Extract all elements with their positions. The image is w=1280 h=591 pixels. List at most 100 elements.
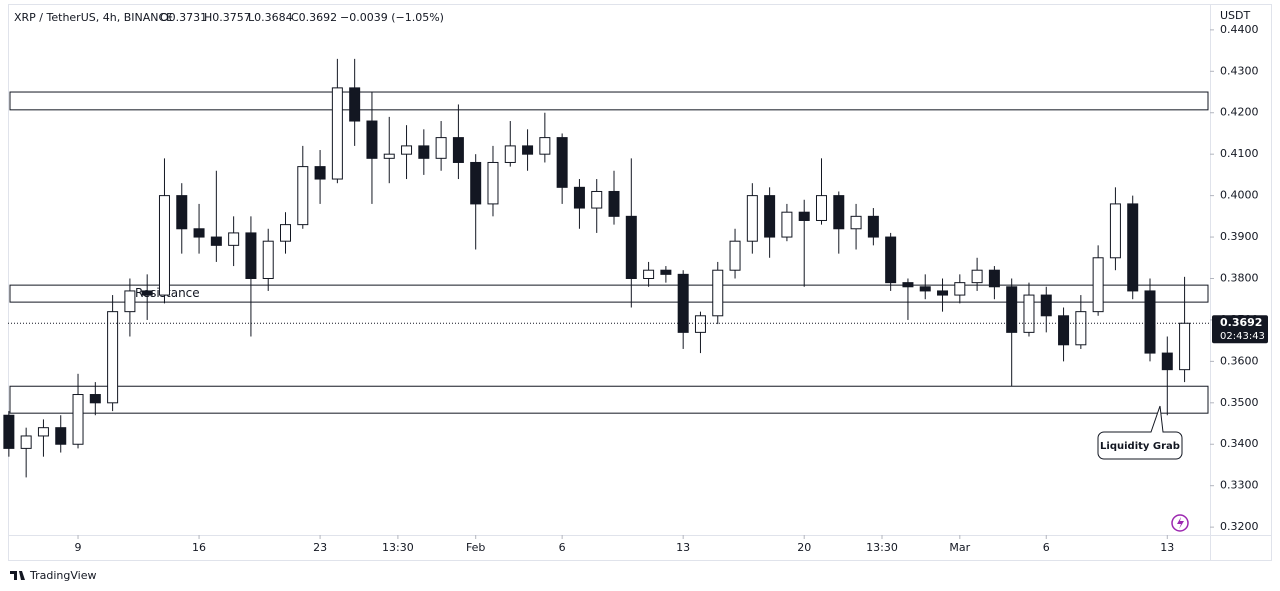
alert-bolt[interactable]	[1177, 517, 1184, 529]
candle-body	[72, 394, 84, 445]
y-tick-label: 0.3900	[1220, 230, 1259, 243]
candle-body	[1058, 315, 1070, 346]
x-tick-label: 13:30	[382, 541, 414, 554]
plot: Resistance	[3, 58, 1210, 478]
candle-body	[954, 282, 966, 296]
candle-body	[677, 273, 689, 333]
candle-body	[729, 240, 741, 271]
header: XRP / TetherUS, 4h, BINANCE O0.3731 H0.3…	[14, 11, 444, 24]
candle-body	[297, 166, 309, 226]
x-tick-label: 6	[559, 541, 566, 554]
y-tick-label: 0.4400	[1220, 23, 1259, 36]
candle-body	[1144, 290, 1156, 354]
candle-body	[1075, 311, 1087, 346]
brand: TradingView	[10, 569, 96, 582]
candle-body	[210, 236, 222, 246]
candle-body	[798, 211, 810, 221]
candle-body	[37, 427, 49, 437]
candle-body	[418, 145, 430, 159]
x-tick-label: 20	[797, 541, 811, 554]
candle-body	[3, 414, 15, 449]
candle-body	[1092, 257, 1104, 313]
y-tick-label: 0.3400	[1220, 437, 1259, 450]
candle-body	[573, 186, 585, 209]
candle-body	[1161, 352, 1173, 371]
candle-body	[694, 315, 706, 333]
candle-body	[487, 161, 499, 205]
alert-circle[interactable]	[1171, 514, 1189, 532]
y-tick-label: 0.3200	[1220, 520, 1259, 533]
candle-body	[158, 195, 170, 296]
y-tick-label: 0.3600	[1220, 354, 1259, 367]
callout-box	[1097, 405, 1183, 460]
y-tick-label: 0.3800	[1220, 271, 1259, 284]
y-tick-label: 0.4300	[1220, 64, 1259, 77]
candle-body	[522, 145, 534, 155]
candle-body	[591, 190, 603, 209]
x-tick-label: 13	[676, 541, 690, 554]
candle-body	[470, 161, 482, 205]
callout-text: Liquidity Grab	[1100, 441, 1180, 452]
brand-name: TradingView	[29, 569, 96, 582]
zone	[9, 91, 1209, 111]
candle-body	[885, 236, 897, 284]
x-tick-label: 6	[1043, 541, 1050, 554]
y-tick-label: 0.3500	[1220, 396, 1259, 409]
candle-body	[850, 215, 862, 230]
x-tick-label: Mar	[949, 541, 970, 554]
candle-body	[1040, 294, 1052, 317]
liquidity-callout: Liquidity Grab	[1097, 405, 1183, 460]
candle-body	[245, 232, 257, 279]
candle-body	[712, 269, 724, 317]
candle-body	[1109, 203, 1121, 259]
candle-body	[1127, 203, 1139, 292]
x-tick-label: Feb	[466, 541, 485, 554]
candle-body	[176, 195, 188, 230]
y-tick-label: 0.4000	[1220, 189, 1259, 202]
x-tick-label: 13	[1160, 541, 1174, 554]
price-unit: USDT	[1220, 9, 1251, 22]
candle-body	[988, 269, 1000, 288]
candle-body	[867, 215, 879, 238]
candle-body	[435, 137, 447, 159]
candle-body	[1023, 294, 1035, 333]
ohlc-low: L0.3684	[248, 11, 293, 24]
candle-body	[1006, 286, 1018, 333]
candle-body	[193, 228, 205, 238]
candle-body	[919, 286, 931, 292]
countdown: 02:43:43	[1220, 331, 1265, 342]
candle-body	[833, 195, 845, 230]
candle-body	[124, 290, 136, 313]
candle-body	[902, 282, 914, 288]
candle-body	[89, 394, 101, 404]
alert-icon[interactable]	[1171, 514, 1189, 532]
candle-body	[764, 195, 776, 238]
y-tick-label: 0.4200	[1220, 106, 1259, 119]
candle-body	[452, 137, 464, 163]
candle-body	[280, 224, 292, 242]
candle-body	[556, 137, 568, 188]
candle-body	[781, 211, 793, 238]
candle-body	[937, 290, 949, 296]
candle-body	[643, 269, 655, 279]
x-tick-label: 13:30	[866, 541, 898, 554]
x-tick-label: 23	[313, 541, 327, 554]
x-tick-label: 16	[192, 541, 206, 554]
symbol-title: XRP / TetherUS, 4h, BINANCE	[14, 11, 173, 24]
candle-body	[331, 87, 343, 180]
ohlc-change: −0.0039 (−1.05%)	[340, 11, 444, 24]
candle-body	[55, 427, 67, 445]
ohlc-close: C0.3692	[291, 11, 337, 24]
frame	[8, 4, 1272, 561]
ohlc-high: H0.3757	[204, 11, 251, 24]
candle-body	[366, 120, 378, 159]
candle-body	[539, 137, 551, 155]
candle-body	[20, 435, 32, 449]
candle-body	[1179, 322, 1191, 371]
candle-body	[971, 269, 983, 284]
last-price-label: 0.3692	[1220, 316, 1262, 329]
candle-body	[625, 215, 637, 279]
candle-body	[608, 190, 620, 217]
